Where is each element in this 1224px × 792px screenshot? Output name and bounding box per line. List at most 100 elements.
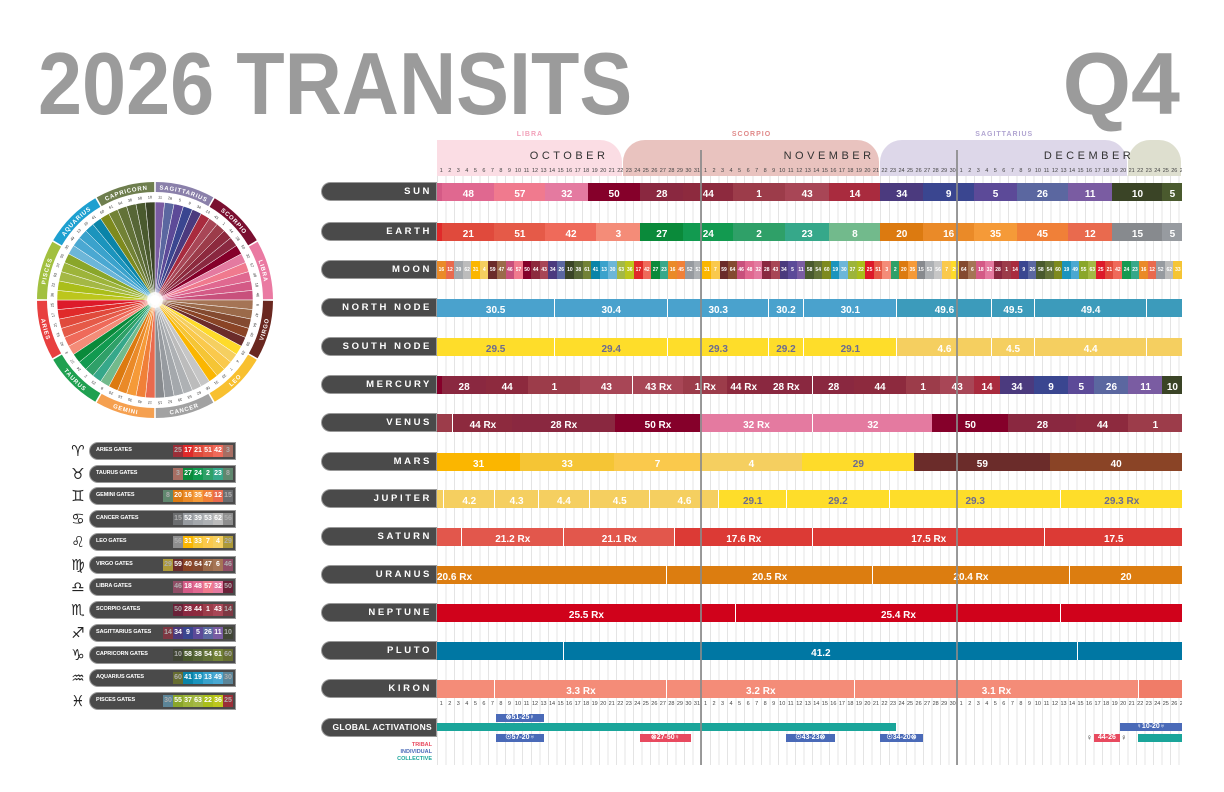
- activation-tribal[interactable]: 44-26: [1094, 734, 1120, 742]
- transit-segment[interactable]: 21.1 Rx: [563, 528, 675, 546]
- transit-segment[interactable]: 3.3 Rx: [494, 680, 667, 698]
- transit-segment[interactable]: 4.4: [1033, 338, 1147, 356]
- transit-segment[interactable]: 4.6: [896, 338, 992, 356]
- moon-gate-cell[interactable]: 16: [1139, 261, 1149, 279]
- moon-gate-cell[interactable]: 50: [522, 261, 532, 279]
- moon-gate-cell[interactable]: 15: [916, 261, 926, 279]
- transit-segment[interactable]: 44: [683, 183, 734, 201]
- moon-gate-cell[interactable]: 31: [702, 261, 712, 279]
- transit-segment[interactable]: 1: [1128, 414, 1182, 432]
- transit-segment[interactable]: 4.5: [991, 338, 1035, 356]
- transit-segment[interactable]: 34: [999, 376, 1035, 394]
- moon-gate-cell[interactable]: 49: [1070, 261, 1080, 279]
- transit-segment[interactable]: 50: [932, 414, 1009, 432]
- transit-segment[interactable]: 17.5 Rx: [812, 528, 1045, 546]
- transit-segment[interactable]: 1: [528, 376, 581, 394]
- transit-segment[interactable]: 34: [880, 183, 924, 201]
- transit-segment[interactable]: [1137, 680, 1182, 698]
- moon-gate-cell[interactable]: 36: [625, 261, 635, 279]
- transit-segment[interactable]: 9: [922, 183, 975, 201]
- transit-segment[interactable]: 30.1: [802, 299, 897, 317]
- transit-segment[interactable]: 20: [880, 223, 924, 241]
- moon-gate-cell[interactable]: 6: [967, 261, 977, 279]
- moon-gate-cell[interactable]: 32: [753, 261, 763, 279]
- moon-gate-cell[interactable]: 34: [779, 261, 789, 279]
- moon-gate-cell[interactable]: 47: [496, 261, 506, 279]
- transit-segment[interactable]: 5: [974, 183, 1018, 201]
- moon-gate-cell[interactable]: 61: [582, 261, 592, 279]
- transit-segment[interactable]: 44 Rx: [452, 414, 513, 432]
- activation-individual[interactable]: ⊗51-25♀: [495, 714, 545, 722]
- transit-segment[interactable]: 32 Rx: [700, 414, 813, 432]
- moon-gate-cell[interactable]: 54: [813, 261, 823, 279]
- transit-segment[interactable]: 44: [485, 376, 529, 394]
- moon-gate-cell[interactable]: 62: [1164, 261, 1174, 279]
- moon-gate-cell[interactable]: 25: [1096, 261, 1106, 279]
- transit-segment[interactable]: 20: [1068, 566, 1182, 584]
- transit-segment[interactable]: 11: [1067, 183, 1113, 201]
- transit-segment[interactable]: 2: [732, 223, 786, 241]
- transit-segment[interactable]: 21: [442, 223, 495, 241]
- moon-gate-cell[interactable]: 43: [539, 261, 549, 279]
- transit-segment[interactable]: [1060, 604, 1182, 622]
- transit-segment[interactable]: 4.2: [442, 490, 495, 508]
- transit-segment[interactable]: 8: [829, 223, 881, 241]
- moon-gate-cell[interactable]: 42: [1113, 261, 1123, 279]
- transit-segment[interactable]: 28: [639, 183, 684, 201]
- transit-segment[interactable]: 7: [614, 453, 701, 471]
- moon-gate-cell[interactable]: 23: [1130, 261, 1140, 279]
- transit-segment[interactable]: [1077, 642, 1182, 660]
- moon-gate-cell[interactable]: 60: [822, 261, 832, 279]
- moon-gate-cell[interactable]: 18: [976, 261, 986, 279]
- moon-gate-cell[interactable]: 64: [959, 261, 969, 279]
- transit-segment[interactable]: [437, 376, 443, 394]
- transit-segment[interactable]: 28: [812, 376, 855, 394]
- transit-segment[interactable]: [437, 414, 453, 432]
- transit-segment[interactable]: 10: [1162, 376, 1182, 394]
- moon-gate-cell[interactable]: 46: [736, 261, 746, 279]
- moon-gate-cell[interactable]: 59: [719, 261, 729, 279]
- moon-gate-cell[interactable]: 37: [848, 261, 857, 279]
- transit-segment[interactable]: 32: [812, 414, 933, 432]
- moon-gate-cell[interactable]: 52: [685, 261, 695, 279]
- transit-segment[interactable]: 45: [1016, 223, 1069, 241]
- transit-segment[interactable]: 26: [1094, 376, 1129, 394]
- moon-gate-cell[interactable]: 19: [1062, 261, 1071, 279]
- transit-segment[interactable]: 29.3: [888, 490, 1061, 508]
- moon-gate-cell[interactable]: 64: [728, 261, 737, 279]
- transit-segment[interactable]: 43 Rx: [632, 376, 684, 394]
- transit-segment[interactable]: 20.5 Rx: [666, 566, 873, 584]
- moon-gate-cell[interactable]: 57: [514, 261, 523, 279]
- transit-segment[interactable]: 49.4: [1033, 299, 1147, 317]
- transit-segment[interactable]: 3: [596, 223, 641, 241]
- transit-segment[interactable]: 49.6: [896, 299, 992, 317]
- transit-segment[interactable]: 14: [829, 183, 881, 201]
- transit-segment[interactable]: 17.5: [1043, 528, 1182, 546]
- transit-segment[interactable]: 10: [1112, 183, 1163, 201]
- transit-segment[interactable]: 9: [1033, 376, 1069, 394]
- moon-gate-cell[interactable]: 48: [745, 261, 755, 279]
- moon-gate-cell[interactable]: 30: [839, 261, 849, 279]
- moon-gate-cell[interactable]: 33: [1173, 261, 1182, 279]
- moon-gate-cell[interactable]: 3: [882, 261, 892, 279]
- moon-gate-cell[interactable]: 44: [531, 261, 541, 279]
- moon-gate-cell[interactable]: 10: [565, 261, 575, 279]
- transit-segment[interactable]: 23: [784, 223, 830, 241]
- moon-gate-cell[interactable]: 26: [1027, 261, 1037, 279]
- transit-segment[interactable]: 29.1: [718, 490, 787, 508]
- moon-gate-cell[interactable]: 13: [599, 261, 609, 279]
- transit-segment[interactable]: 20.4 Rx: [871, 566, 1070, 584]
- moon-gate-cell[interactable]: 62: [462, 261, 472, 279]
- moon-gate-cell[interactable]: 25: [865, 261, 875, 279]
- moon-gate-cell[interactable]: 53: [925, 261, 934, 279]
- moon-gate-cell[interactable]: 12: [1147, 261, 1157, 279]
- moon-gate-cell[interactable]: 5: [788, 261, 797, 279]
- transit-segment[interactable]: 51: [494, 223, 546, 241]
- moon-gate-cell[interactable]: 55: [1079, 261, 1089, 279]
- moon-gate-cell[interactable]: 2: [890, 261, 900, 279]
- transit-segment[interactable]: [437, 680, 495, 698]
- transit-segment[interactable]: 59: [914, 453, 1051, 471]
- transit-segment[interactable]: 21.2 Rx: [460, 528, 564, 546]
- transit-segment[interactable]: [437, 183, 443, 201]
- moon-gate-cell[interactable]: 59: [488, 261, 498, 279]
